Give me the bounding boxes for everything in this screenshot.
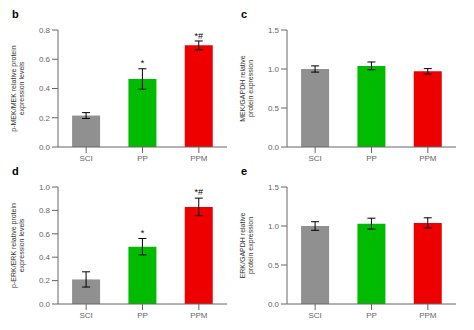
svg-text:0.5: 0.5 bbox=[268, 261, 280, 270]
svg-text:ERK/GAPDH relativeprotein expr: ERK/GAPDH relativeprotein expression bbox=[239, 213, 255, 279]
svg-text:MEK/GAPDH relativeprotein expr: MEK/GAPDH relativeprotein expression bbox=[239, 55, 255, 122]
svg-text:0.4: 0.4 bbox=[39, 84, 51, 93]
svg-text:0.8: 0.8 bbox=[39, 26, 51, 35]
svg-text:0.0: 0.0 bbox=[39, 300, 51, 309]
svg-text:p-MEK/MEK relative proteinexpr: p-MEK/MEK relative proteinexpression lev… bbox=[10, 45, 26, 131]
svg-text:SCI: SCI bbox=[79, 311, 92, 320]
svg-text:SCI: SCI bbox=[79, 154, 92, 163]
svg-text:PP: PP bbox=[366, 154, 377, 163]
svg-text:1.0: 1.0 bbox=[268, 222, 280, 231]
svg-text:1.5: 1.5 bbox=[268, 183, 280, 192]
svg-text:0.2: 0.2 bbox=[39, 276, 51, 285]
svg-text:p-ERK/ERK relative proteinexpr: p-ERK/ERK relative proteinexpression lev… bbox=[10, 203, 26, 288]
svg-text:PPM: PPM bbox=[190, 311, 208, 320]
svg-text:1.0: 1.0 bbox=[268, 65, 280, 74]
svg-text:SCI: SCI bbox=[308, 154, 321, 163]
svg-text:0.8: 0.8 bbox=[39, 206, 51, 215]
html-text:c: c bbox=[241, 8, 248, 20]
svg-text:1.0: 1.0 bbox=[39, 183, 51, 192]
svg-text:*: * bbox=[141, 228, 145, 238]
svg-text:PPM: PPM bbox=[419, 311, 437, 320]
svg-text:SCI: SCI bbox=[308, 311, 321, 320]
svg-text:0.0: 0.0 bbox=[39, 143, 51, 152]
svg-text:PP: PP bbox=[137, 311, 148, 320]
svg-text:1.5: 1.5 bbox=[268, 26, 280, 35]
svg-text:0.0: 0.0 bbox=[268, 143, 280, 152]
svg-text:0.2: 0.2 bbox=[39, 114, 51, 123]
svg-text:0.6: 0.6 bbox=[39, 55, 51, 64]
svg-text:PPM: PPM bbox=[190, 154, 208, 163]
svg-text:0.4: 0.4 bbox=[39, 253, 51, 262]
svg-text:0.5: 0.5 bbox=[268, 104, 280, 113]
svg-text:*#: *# bbox=[195, 187, 204, 197]
svg-text:PPM: PPM bbox=[419, 154, 437, 163]
html-text:b: b bbox=[12, 8, 19, 20]
svg-text:*: * bbox=[141, 58, 145, 68]
svg-text:0.0: 0.0 bbox=[268, 300, 280, 309]
svg-text:PP: PP bbox=[137, 154, 148, 163]
html-text:e: e bbox=[241, 165, 248, 177]
html-text:d: d bbox=[12, 165, 19, 177]
svg-text:0.6: 0.6 bbox=[39, 230, 51, 239]
svg-text:PP: PP bbox=[366, 311, 377, 320]
svg-text:*#: *# bbox=[195, 31, 204, 41]
